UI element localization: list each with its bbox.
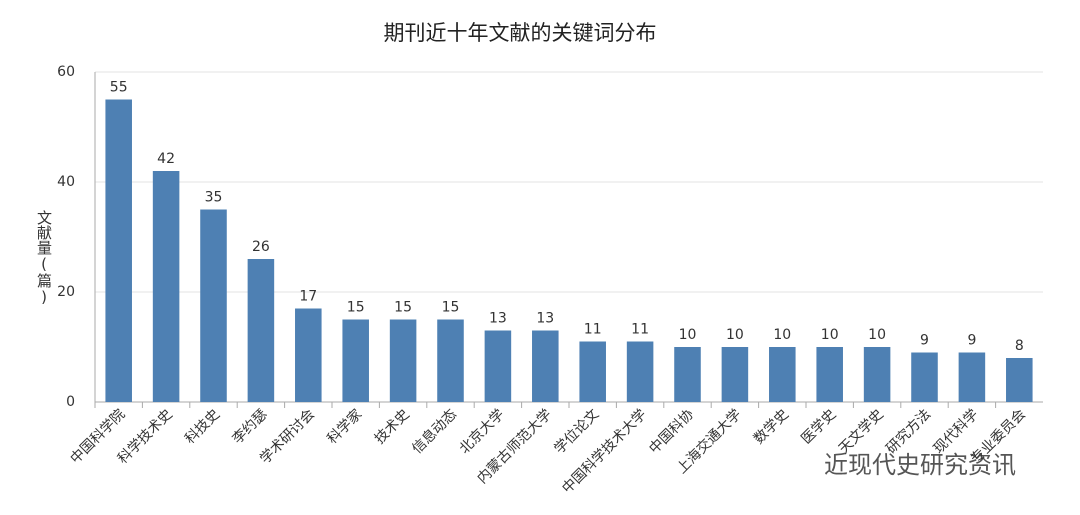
bar bbox=[769, 347, 796, 402]
watermark: 近现代史研究资讯 bbox=[824, 451, 1016, 479]
x-tick-label: 数学史 bbox=[751, 406, 792, 447]
bar bbox=[389, 319, 417, 402]
bar bbox=[816, 347, 843, 402]
x-tick-label: 医学史 bbox=[798, 406, 839, 447]
data-label: 11 bbox=[584, 322, 602, 338]
bar bbox=[295, 308, 322, 402]
chart-title: 期刊近十年文献的关键词分布 bbox=[384, 21, 657, 45]
data-label: 15 bbox=[394, 300, 412, 316]
data-label: 11 bbox=[631, 322, 649, 338]
y-tick-label: 20 bbox=[57, 284, 75, 300]
bar bbox=[721, 347, 749, 402]
data-label: 8 bbox=[1015, 338, 1024, 354]
x-tick-label: 科学家 bbox=[324, 406, 366, 448]
data-label: 13 bbox=[536, 311, 554, 327]
bar bbox=[674, 347, 701, 402]
x-tick-label: 科技史 bbox=[182, 406, 223, 447]
data-label: 17 bbox=[299, 289, 317, 305]
data-label: 10 bbox=[726, 327, 744, 343]
data-label: 10 bbox=[868, 327, 886, 343]
x-tick-label: 李约瑟 bbox=[230, 406, 271, 447]
bar bbox=[626, 341, 654, 402]
bar bbox=[247, 259, 275, 402]
x-tick-label: 信息动态 bbox=[409, 406, 461, 458]
x-tick-label: 技术史 bbox=[372, 406, 413, 447]
data-label: 42 bbox=[157, 151, 175, 167]
bar bbox=[105, 99, 132, 402]
bar bbox=[532, 330, 559, 402]
bar bbox=[863, 347, 891, 402]
bar bbox=[911, 352, 938, 402]
bar bbox=[200, 209, 227, 402]
data-label: 10 bbox=[679, 327, 697, 343]
data-label: 55 bbox=[110, 80, 128, 96]
y-tick-label: 60 bbox=[57, 64, 75, 80]
data-label: 26 bbox=[252, 239, 270, 255]
data-label: 9 bbox=[967, 333, 976, 349]
data-label: 10 bbox=[821, 327, 839, 343]
bar bbox=[579, 341, 606, 402]
data-label: 15 bbox=[442, 300, 460, 316]
data-label: 9 bbox=[920, 333, 929, 349]
bar bbox=[152, 171, 180, 402]
data-label: 10 bbox=[773, 327, 791, 343]
y-tick-label: 0 bbox=[66, 394, 75, 410]
bar bbox=[437, 319, 464, 402]
y-axis-label: 文献量(篇) bbox=[35, 210, 53, 306]
x-tick-label: 中国科学技术大学 bbox=[559, 406, 650, 497]
data-label: 15 bbox=[347, 300, 365, 316]
bar bbox=[1006, 358, 1033, 402]
x-tick-label: 天文学史 bbox=[836, 406, 887, 457]
x-tick-label: 研究方法 bbox=[883, 406, 934, 457]
y-tick-label: 40 bbox=[57, 174, 75, 190]
data-label: 35 bbox=[205, 190, 223, 206]
data-label: 13 bbox=[489, 311, 507, 327]
bar bbox=[484, 330, 512, 402]
bar bbox=[958, 352, 986, 402]
bar bbox=[342, 319, 369, 402]
